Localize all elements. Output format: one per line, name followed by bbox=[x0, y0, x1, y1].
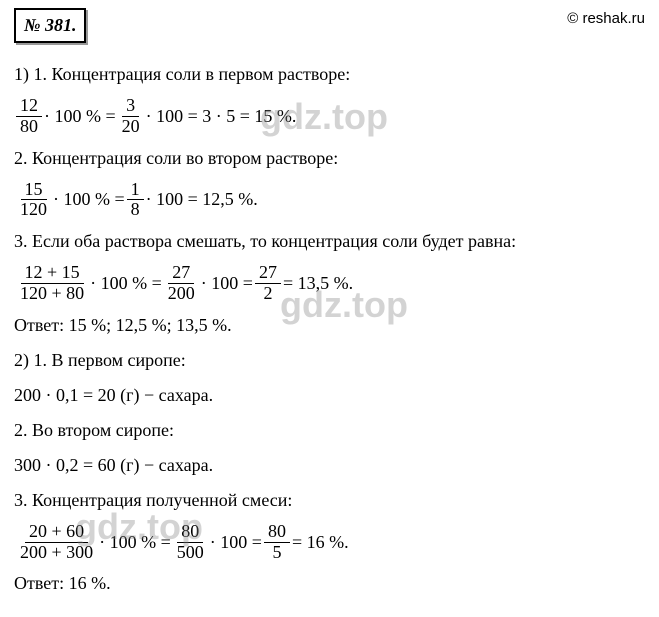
denominator: 200 bbox=[164, 284, 199, 304]
numerator: 15 bbox=[21, 180, 47, 201]
denominator: 2 bbox=[259, 284, 276, 304]
math-text: · 100 = 12,5 %. bbox=[146, 186, 258, 213]
denominator: 80 bbox=[16, 117, 42, 137]
step-title: 2. Во втором сиропе: bbox=[14, 417, 645, 444]
equation-line: 15 120 · 100 % = 1 8 · 100 = 12,5 %. bbox=[14, 180, 645, 221]
fraction: 1 8 bbox=[127, 180, 144, 221]
equation-text: 200 · 0,1 = 20 (г) − сахара. bbox=[14, 382, 645, 409]
step-title: 2. Концентрация соли во втором растворе: bbox=[14, 145, 645, 172]
math-text: · 100 % = bbox=[90, 270, 162, 297]
numerator: 12 bbox=[16, 96, 42, 117]
fraction: 15 120 bbox=[16, 180, 51, 221]
fraction: 12 80 bbox=[16, 96, 42, 137]
math-text: · 100 % = bbox=[53, 186, 125, 213]
fraction: 20 + 60 200 + 300 bbox=[16, 522, 97, 563]
denominator: 20 bbox=[118, 117, 144, 137]
math-text: · 100 % = bbox=[44, 103, 116, 130]
math-text: · 100 = 3 · 5 = 15 %. bbox=[146, 103, 297, 130]
denominator: 500 bbox=[173, 543, 208, 563]
denominator: 200 + 300 bbox=[16, 543, 97, 563]
equation-line: 12 + 15 120 + 80 · 100 % = 27 200 · 100 … bbox=[14, 263, 645, 304]
equation-text: 300 · 0,2 = 60 (г) − сахара. bbox=[14, 452, 645, 479]
numerator: 80 bbox=[264, 522, 290, 543]
step-title: 2) 1. В первом сиропе: bbox=[14, 347, 645, 374]
math-text: · 100 % = bbox=[99, 529, 171, 556]
math-text: · 100 = bbox=[210, 529, 262, 556]
denominator: 8 bbox=[127, 200, 144, 220]
numerator: 27 bbox=[255, 263, 281, 284]
fraction: 12 + 15 120 + 80 bbox=[16, 263, 88, 304]
denominator: 5 bbox=[268, 543, 285, 563]
fraction: 80 500 bbox=[173, 522, 208, 563]
equation-line: 20 + 60 200 + 300 · 100 % = 80 500 · 100… bbox=[14, 522, 645, 563]
denominator: 120 + 80 bbox=[16, 284, 88, 304]
step-title: 1) 1. Концентрация соли в первом раствор… bbox=[14, 61, 645, 88]
numerator: 3 bbox=[122, 96, 139, 117]
answer-text: Ответ: 16 %. bbox=[14, 570, 645, 597]
answer-text: Ответ: 15 %; 12,5 %; 13,5 %. bbox=[14, 312, 645, 339]
fraction: 80 5 bbox=[264, 522, 290, 563]
numerator: 12 + 15 bbox=[21, 263, 84, 284]
fraction: 27 200 bbox=[164, 263, 199, 304]
step-title: 3. Если оба раствора смешать, то концент… bbox=[14, 228, 645, 255]
problem-number: № 381. bbox=[14, 8, 86, 43]
math-text: · 100 = bbox=[201, 270, 253, 297]
numerator: 27 bbox=[168, 263, 194, 284]
fraction: 27 2 bbox=[255, 263, 281, 304]
step-title: 3. Концентрация полученной смеси: bbox=[14, 487, 645, 514]
denominator: 120 bbox=[16, 200, 51, 220]
copyright-text: © reshak.ru bbox=[567, 8, 645, 31]
math-text: = 16 %. bbox=[292, 529, 349, 556]
math-text: = 13,5 %. bbox=[283, 270, 353, 297]
numerator: 20 + 60 bbox=[25, 522, 88, 543]
numerator: 80 bbox=[177, 522, 203, 543]
equation-line: 12 80 · 100 % = 3 20 · 100 = 3 · 5 = 15 … bbox=[14, 96, 645, 137]
numerator: 1 bbox=[127, 180, 144, 201]
fraction: 3 20 bbox=[118, 96, 144, 137]
